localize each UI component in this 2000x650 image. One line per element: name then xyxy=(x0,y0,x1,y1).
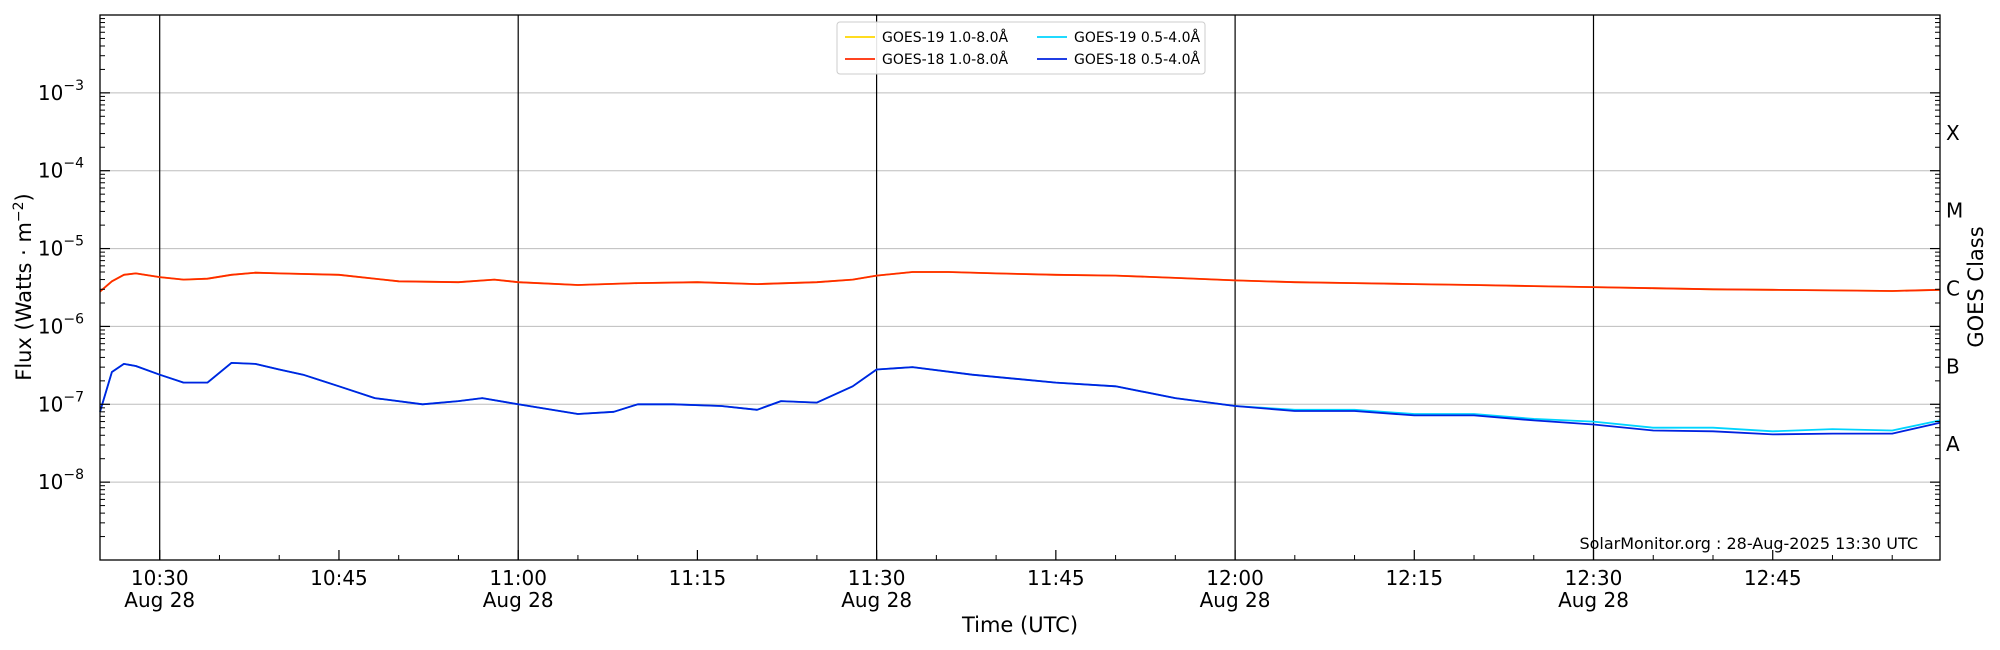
x-tick-label: 11:15 xyxy=(669,566,727,590)
credit-annotation: SolarMonitor.org : 28-Aug-2025 13:30 UTC xyxy=(1579,534,1918,553)
x-tick-label: 12:15 xyxy=(1385,566,1443,590)
goes-class-label: X xyxy=(1946,121,1960,145)
x-axis-label: Time (UTC) xyxy=(961,613,1078,637)
x-tick-date-label: Aug 28 xyxy=(1200,588,1271,612)
x-tick-date-label: Aug 28 xyxy=(841,588,912,612)
legend-box xyxy=(836,21,1206,75)
y-tick-label: 10−4 xyxy=(38,156,84,183)
y-tick-label: 10−5 xyxy=(38,234,84,261)
series-layer xyxy=(99,271,1941,436)
goes-class-axis-label: GOES Class xyxy=(1964,226,1988,347)
x-tick-label: 10:45 xyxy=(310,566,368,590)
goes-class-label: A xyxy=(1946,432,1960,456)
x-tick-label: 10:30 xyxy=(131,566,189,590)
series-line-4 xyxy=(99,361,1941,436)
x-tick-label: 11:30 xyxy=(848,566,906,590)
y-tick-label: 10−7 xyxy=(38,389,84,416)
legend: GOES-19 1.0-8.0Å GOES-18 1.0-8.0Å GOES-19 … xyxy=(836,21,1206,75)
x-tick-label: 12:45 xyxy=(1744,566,1802,590)
y-axis-label: Flux (Watts · m−2) xyxy=(11,193,36,381)
goes-class-label: B xyxy=(1946,354,1960,378)
goes-class-label: C xyxy=(1946,277,1960,301)
goes-class-label: M xyxy=(1946,199,1963,223)
legend-label-2: GOES-19 0.5-4.0Å xyxy=(1074,29,1200,46)
x-tick-label: 12:30 xyxy=(1565,566,1623,590)
legend-label-1: GOES-19 1.0-8.0Å xyxy=(882,29,1008,46)
y-tick-label: 10−8 xyxy=(38,467,84,494)
y-tick-label: 10−3 xyxy=(38,78,84,105)
x-tick-date-label: Aug 28 xyxy=(1558,588,1629,612)
x-tick-date-label: Aug 28 xyxy=(124,588,195,612)
x-tick-date-label: Aug 28 xyxy=(483,588,554,612)
x-tick-label: 11:00 xyxy=(489,566,547,590)
legend-label-3: GOES-18 1.0-8.0Å xyxy=(882,51,1008,68)
x-tick-label: 11:45 xyxy=(1027,566,1085,590)
y-tick-label: 10−6 xyxy=(38,311,84,338)
series-line-3 xyxy=(99,271,1941,293)
legend-label-4: GOES-18 0.5-4.0Å xyxy=(1074,51,1200,68)
plot-frame xyxy=(99,14,1941,561)
x-tick-label: 12:00 xyxy=(1206,566,1264,590)
